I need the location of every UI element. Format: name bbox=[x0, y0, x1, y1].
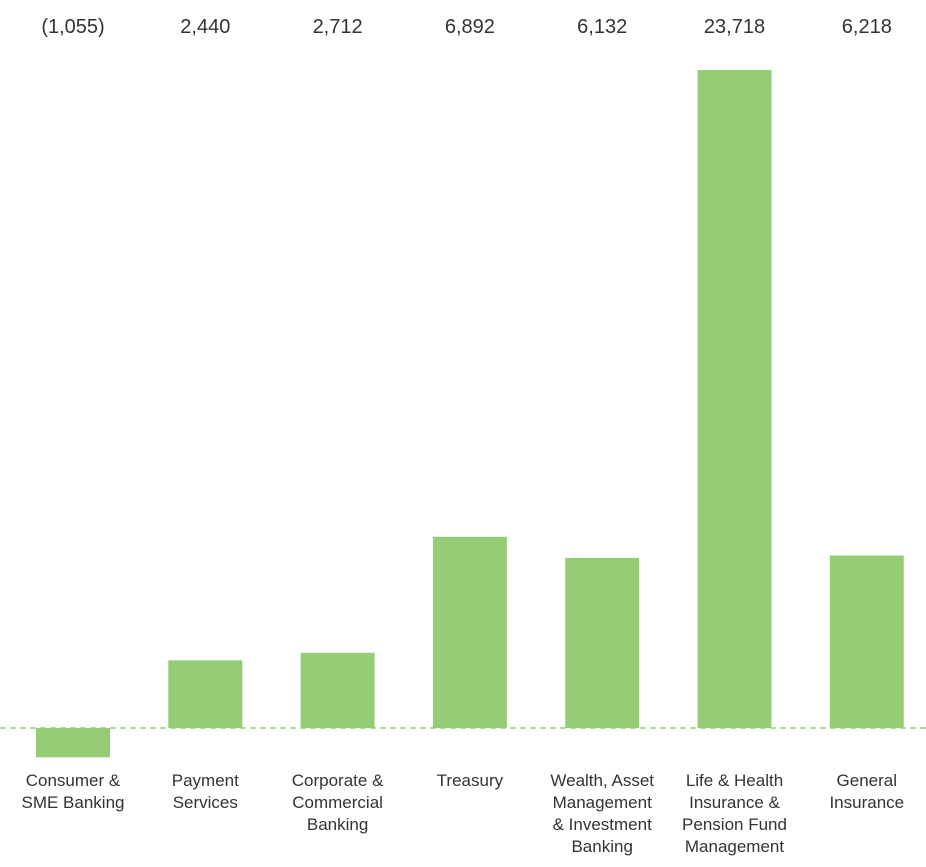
value-label-3: 6,892 bbox=[445, 16, 495, 38]
bar-1 bbox=[168, 660, 243, 728]
category-label-6: General Insurance bbox=[829, 771, 904, 812]
category-label-line: Wealth, Asset bbox=[550, 771, 654, 790]
value-label-0: (1,055) bbox=[41, 16, 104, 38]
category-label-line: Payment bbox=[172, 771, 239, 790]
category-label-line: SME Banking bbox=[22, 793, 125, 812]
category-label-line: Management bbox=[553, 793, 653, 812]
value-label-1: 2,440 bbox=[180, 16, 230, 38]
bars-group bbox=[36, 70, 904, 758]
bar-6 bbox=[829, 555, 904, 728]
category-label-line: Banking bbox=[571, 837, 632, 856]
value-label-2: 2,712 bbox=[313, 16, 363, 38]
value-label-5: 23,718 bbox=[704, 16, 765, 38]
category-label-line: General bbox=[837, 771, 897, 790]
category-label-line: Insurance & bbox=[689, 793, 780, 812]
category-label-5: Life & Health Insurance & Pension Fund Mana… bbox=[682, 771, 787, 856]
category-label-line: Treasury bbox=[437, 771, 504, 790]
bar-3 bbox=[432, 536, 507, 728]
category-label-0: Consumer & SME Banking bbox=[22, 771, 125, 812]
category-label-1: Payment Services bbox=[172, 771, 239, 812]
category-label-line: Pension Fund bbox=[682, 815, 787, 834]
category-label-line: Management bbox=[685, 837, 785, 856]
category-label-2: Corporate & Commercial Banking bbox=[292, 771, 384, 834]
value-label-6: 6,218 bbox=[842, 16, 892, 38]
category-labels-group: Consumer & SME Banking Payment Services Corp… bbox=[22, 771, 905, 856]
category-label-line: Life & Health bbox=[686, 771, 783, 790]
category-label-line: Banking bbox=[307, 815, 368, 834]
category-label-line: Commercial bbox=[292, 793, 383, 812]
bar-0 bbox=[36, 728, 110, 758]
category-label-line: Corporate & bbox=[292, 771, 384, 790]
value-labels-group: (1,055) 2,440 2,712 6,892 6,132 23,718 6,218 bbox=[41, 16, 892, 38]
bar-2 bbox=[300, 652, 375, 728]
category-label-line: Services bbox=[173, 793, 238, 812]
category-label-line: Consumer & bbox=[26, 771, 121, 790]
bar-4 bbox=[565, 557, 640, 728]
category-label-line: Insurance bbox=[829, 793, 904, 812]
category-label-3: Treasury bbox=[437, 771, 504, 790]
bar-5 bbox=[697, 70, 772, 728]
category-label-4: Wealth, Asset Management & Investment Banki… bbox=[550, 771, 654, 856]
category-label-line: & Investment bbox=[553, 815, 652, 834]
value-label-4: 6,132 bbox=[577, 16, 627, 38]
